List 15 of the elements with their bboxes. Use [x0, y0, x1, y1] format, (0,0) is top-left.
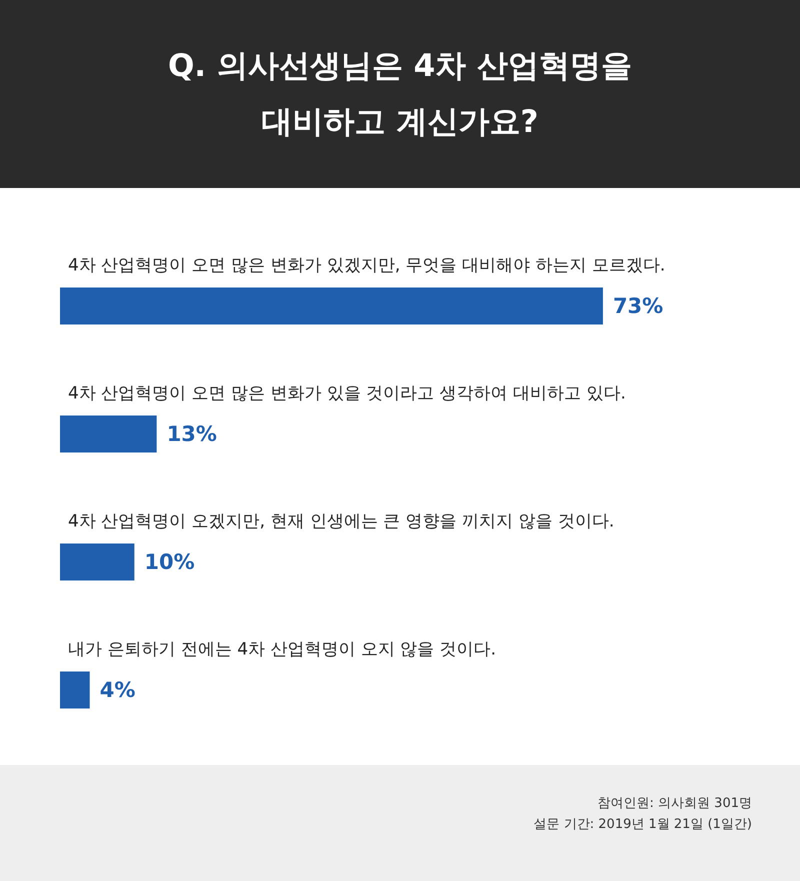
data-label: 4%	[100, 678, 136, 702]
bar	[60, 288, 603, 324]
bar	[60, 416, 157, 452]
text: 설문 기간: 2019년 1월 21일 (1일간)	[532, 816, 752, 834]
y-tick-label: 4차 산업혁명이 오면 많은 변화가 있겠지만, 무엇을 대비해야 하는지 모르겠다.	[68, 256, 666, 276]
chart-title: Q. 의사선생님은 4차 산업혁명을 대비하고 계신가요?	[0, 0, 800, 188]
text: 참여인원: 의사회원 301명	[596, 795, 752, 813]
bar	[60, 672, 90, 708]
y-tick-label: 내가 은퇴하기 전에는 4차 산업혁명이 오지 않을 것이다.	[68, 640, 496, 660]
y-tick-label: 4차 산업혁명이 오겠지만, 현재 인생에는 큰 영향을 끼치지 않을 것이다.	[68, 512, 614, 532]
data-label: 13%	[166, 422, 217, 446]
bar	[60, 544, 134, 580]
data-label: 10%	[144, 550, 195, 574]
data-label: 73%	[612, 294, 664, 318]
y-tick-label: 4차 산업혁명이 오면 많은 변화가 있을 것이라고 생각하여 대비하고 있다.	[68, 384, 626, 404]
